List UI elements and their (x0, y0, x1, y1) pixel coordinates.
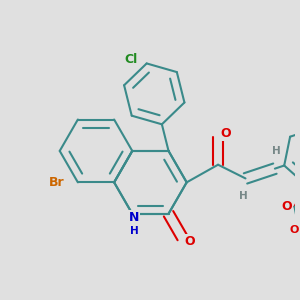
Text: N: N (129, 211, 140, 224)
Text: O: O (220, 127, 231, 140)
Text: H: H (130, 226, 139, 236)
Text: Br: Br (49, 176, 64, 189)
Text: Cl: Cl (124, 53, 138, 66)
Text: O: O (185, 235, 195, 248)
Text: H: H (272, 146, 281, 156)
Text: H: H (239, 191, 248, 201)
Text: O: O (281, 200, 292, 213)
Text: O: O (290, 225, 299, 235)
